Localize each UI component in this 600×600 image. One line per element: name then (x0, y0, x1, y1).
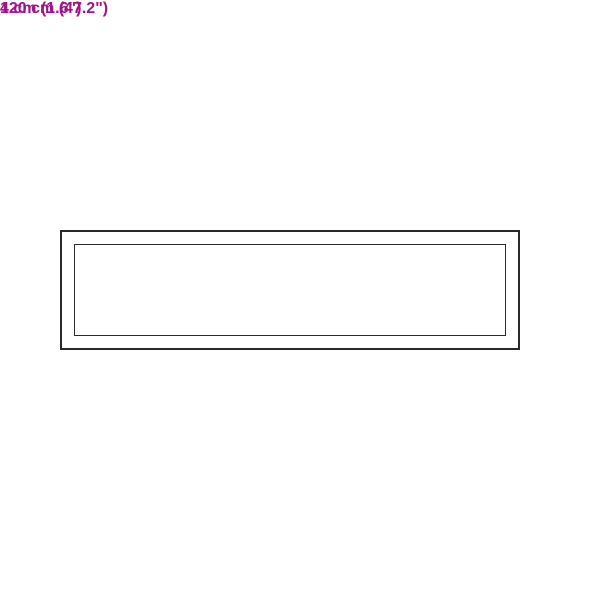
dim-lip-left-imperial: (1.6") (41, 0, 81, 17)
diagram-stage: 120 cm (47.2") 30 cm (11.8") 4 cm (1.6")… (0, 0, 600, 600)
shelf-inner (74, 244, 506, 336)
dim-lip-left-metric: 4 cm (0, 0, 36, 17)
dim-lip-left-label: 4 cm (1.6") (0, 0, 81, 18)
